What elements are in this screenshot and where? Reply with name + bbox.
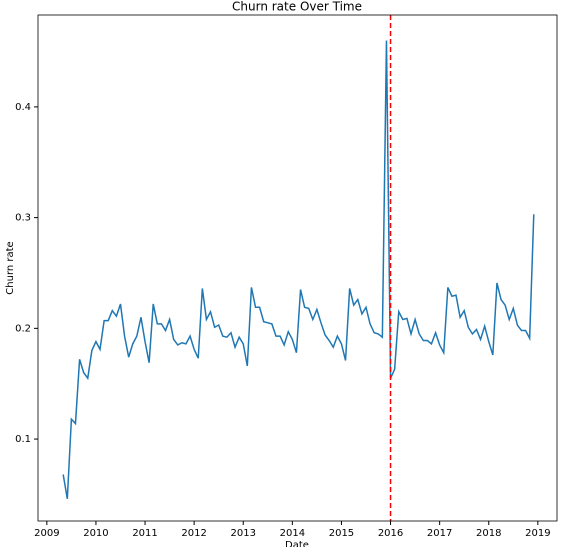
y-tick-label: 0.1 bbox=[15, 434, 31, 445]
line-series bbox=[62, 40, 535, 499]
y-tick-label: 0.2 bbox=[15, 323, 31, 334]
x-tick-label: 2017 bbox=[427, 528, 452, 539]
y-tick-label: 0.3 bbox=[15, 213, 31, 224]
x-tick-label: 2015 bbox=[329, 528, 354, 539]
x-tick-label: 2014 bbox=[280, 528, 305, 539]
y-tick-label: 0.4 bbox=[15, 102, 31, 113]
x-tick-label: 2018 bbox=[476, 528, 501, 539]
x-axis-label: Date bbox=[285, 540, 309, 547]
x-tick-label: 2009 bbox=[34, 528, 59, 539]
chart-title: Churn rate Over Time bbox=[232, 0, 362, 14]
x-tick-label: 2019 bbox=[525, 528, 550, 539]
x-tick-label: 2016 bbox=[378, 528, 403, 539]
x-tick-label: 2013 bbox=[231, 528, 256, 539]
x-tick-label: 2011 bbox=[132, 528, 157, 539]
x-tick-label: 2012 bbox=[181, 528, 206, 539]
y-axis-label: Churn rate bbox=[5, 241, 16, 294]
plot-frame bbox=[37, 14, 558, 522]
x-tick-label: 2010 bbox=[83, 528, 108, 539]
